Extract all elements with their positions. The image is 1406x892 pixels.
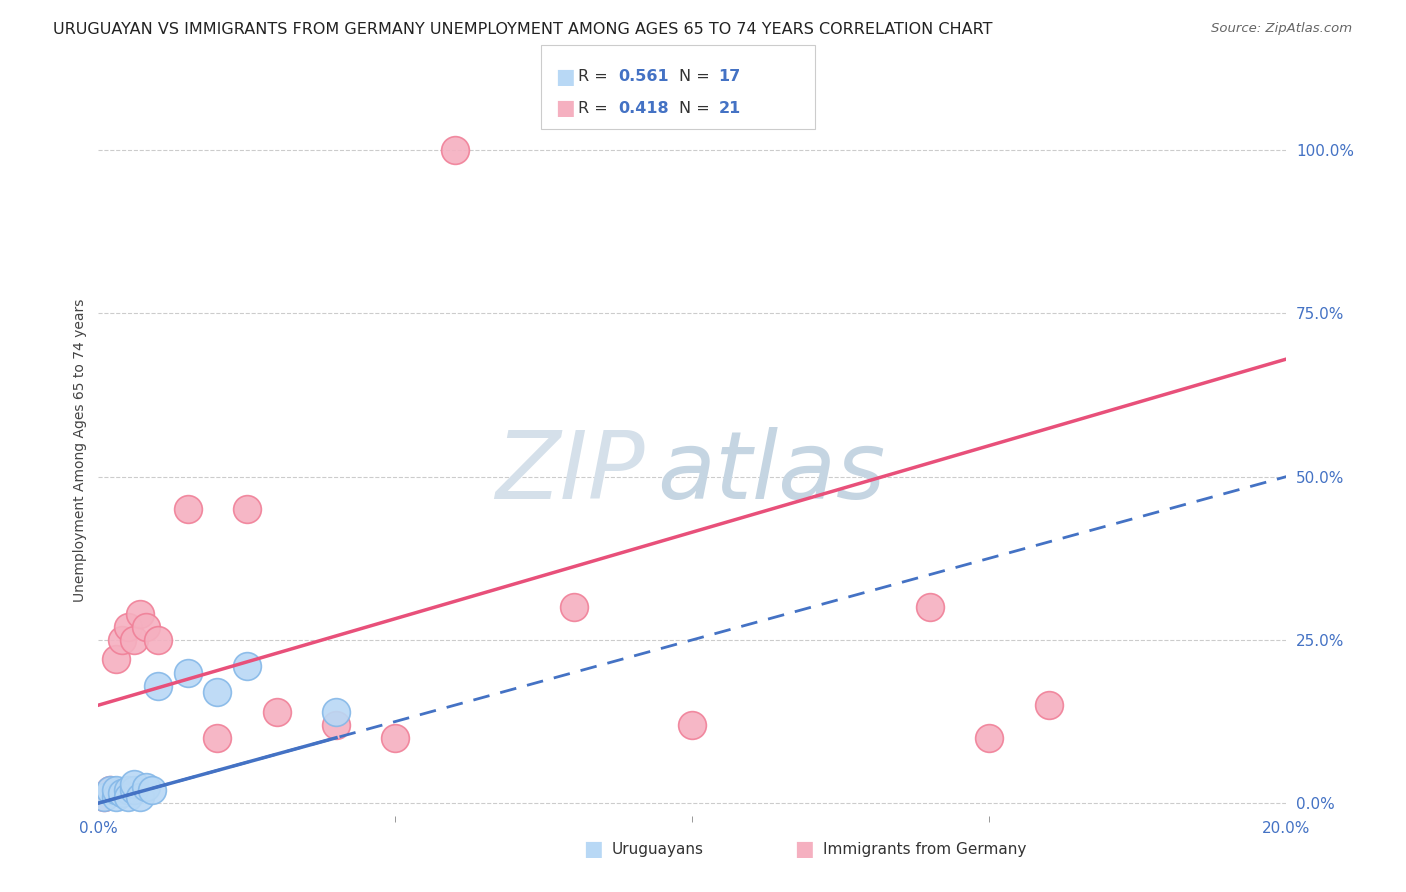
Text: Source: ZipAtlas.com: Source: ZipAtlas.com: [1212, 22, 1353, 36]
Point: [111, 632, 134, 647]
Text: ZIP: ZIP: [495, 427, 645, 518]
Point: [93, 789, 115, 804]
Text: Immigrants from Germany: Immigrants from Germany: [823, 842, 1026, 856]
Text: ■: ■: [794, 839, 814, 859]
Point: [1038, 698, 1060, 713]
Text: Uruguayans: Uruguayans: [612, 842, 703, 856]
Text: ■: ■: [555, 98, 575, 118]
Point: [117, 789, 139, 804]
Text: 21: 21: [718, 101, 741, 116]
Point: [176, 665, 198, 680]
Point: [122, 783, 145, 797]
Point: [146, 632, 169, 647]
Text: 17: 17: [718, 70, 741, 85]
Point: [176, 502, 198, 516]
Point: [141, 783, 163, 797]
Point: [205, 685, 228, 699]
Text: R =: R =: [578, 70, 613, 85]
Point: [979, 731, 1001, 745]
Point: [111, 786, 134, 800]
Text: N =: N =: [679, 101, 716, 116]
Point: [105, 652, 128, 666]
Point: [135, 780, 157, 794]
Point: [93, 789, 115, 804]
Point: [135, 620, 157, 634]
Point: [920, 600, 942, 615]
Point: [266, 705, 288, 719]
Text: URUGUAYAN VS IMMIGRANTS FROM GERMANY UNEMPLOYMENT AMONG AGES 65 TO 74 YEARS CORR: URUGUAYAN VS IMMIGRANTS FROM GERMANY UNE…: [53, 22, 993, 37]
Point: [236, 659, 259, 673]
Point: [122, 632, 145, 647]
Text: 0.418: 0.418: [619, 101, 669, 116]
Text: ■: ■: [555, 67, 575, 87]
Point: [562, 600, 585, 615]
Point: [98, 783, 121, 797]
Point: [146, 679, 169, 693]
Point: [105, 783, 128, 797]
Point: [98, 783, 121, 797]
Point: [129, 607, 152, 621]
Point: [122, 776, 145, 790]
Text: ■: ■: [583, 839, 603, 859]
Point: [384, 731, 406, 745]
Text: R =: R =: [578, 101, 613, 116]
Text: N =: N =: [679, 70, 716, 85]
Point: [236, 502, 259, 516]
Point: [681, 717, 703, 731]
Text: 0.561: 0.561: [619, 70, 669, 85]
Point: [117, 783, 139, 797]
Point: [105, 789, 128, 804]
Point: [325, 705, 347, 719]
Point: [325, 717, 347, 731]
Text: atlas: atlas: [657, 427, 884, 518]
Point: [205, 731, 228, 745]
Point: [443, 143, 465, 157]
Point: [129, 789, 152, 804]
Y-axis label: Unemployment Among Ages 65 to 74 years: Unemployment Among Ages 65 to 74 years: [73, 299, 87, 602]
Point: [117, 620, 139, 634]
